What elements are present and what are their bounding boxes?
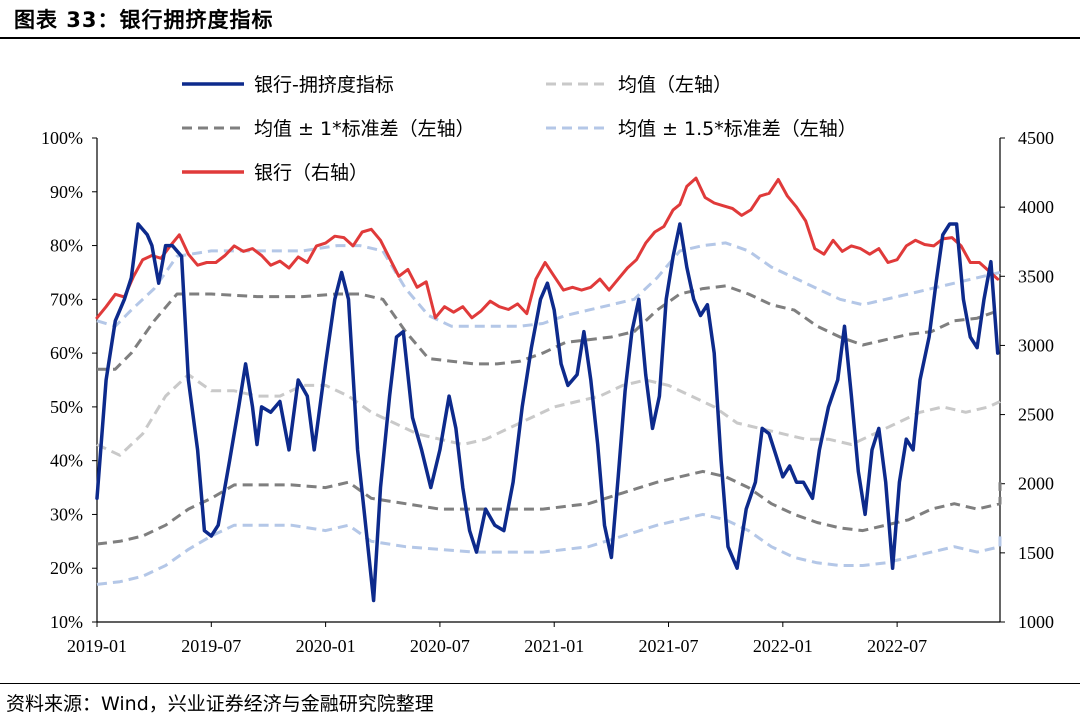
series-line-5: [96, 512, 1002, 586]
x-tick-label: 2019-01: [67, 636, 127, 656]
left-tick-label: 40%: [50, 451, 83, 471]
left-tick-label: 80%: [50, 236, 83, 256]
chart-title: 图表 33：银行拥挤度指标: [14, 8, 274, 32]
x-tick-label: 2021-07: [639, 636, 699, 656]
source-note: 资料来源：Wind，兴业证券经济与金融研究院整理: [6, 693, 434, 715]
legend-label-1: 均值（左轴）: [618, 74, 732, 96]
x-tick-label: 2020-01: [296, 636, 356, 656]
chart-area: 10% 20% 30% 40% 50% 60% 70% 80% 90% 100% 1000 1500 2…: [41, 74, 1054, 656]
x-tick-label: 2021-01: [524, 636, 584, 656]
x-tick-label: 2022-01: [753, 636, 813, 656]
x-tick-label: 2022-07: [867, 636, 927, 656]
right-tick-label: 4000: [1018, 197, 1054, 217]
x-tick-label: 2019-07: [181, 636, 241, 656]
right-tick-label: 2500: [1018, 405, 1054, 425]
series-line-3: [96, 469, 1002, 546]
left-tick-label: 60%: [50, 343, 83, 363]
right-tick-label: 3000: [1018, 335, 1054, 355]
source-divider: [0, 683, 1080, 684]
x-tick-label: 2020-07: [410, 636, 470, 656]
left-tick-label: 100%: [41, 128, 83, 148]
left-tick-label: 70%: [50, 289, 83, 309]
left-tick-label: 10%: [50, 612, 83, 632]
legend-label-2: 均值 ± 1*标准差（左轴）: [254, 118, 475, 140]
series-line-2: [97, 284, 1001, 371]
right-tick-label: 1500: [1018, 543, 1054, 563]
legend-label-3: 均值 ± 1.5*标准差（左轴）: [618, 118, 857, 140]
left-tick-label: 50%: [50, 397, 83, 417]
series-line-0: [95, 222, 1000, 603]
legend-label-0: 银行-拥挤度指标: [254, 74, 394, 96]
title-divider: [0, 37, 1080, 39]
right-tick-label: 3500: [1018, 266, 1054, 286]
right-tick-label: 2000: [1018, 474, 1054, 494]
left-tick-label: 30%: [50, 504, 83, 524]
right-tick-label: 4500: [1018, 128, 1054, 148]
left-tick-label: 20%: [50, 558, 83, 578]
legend-label-4: 银行（右轴）: [254, 162, 368, 184]
left-tick-label: 90%: [50, 182, 83, 202]
series-line-6: [95, 176, 1000, 320]
right-tick-label: 1000: [1018, 612, 1054, 632]
series-line-4: [96, 241, 1001, 328]
